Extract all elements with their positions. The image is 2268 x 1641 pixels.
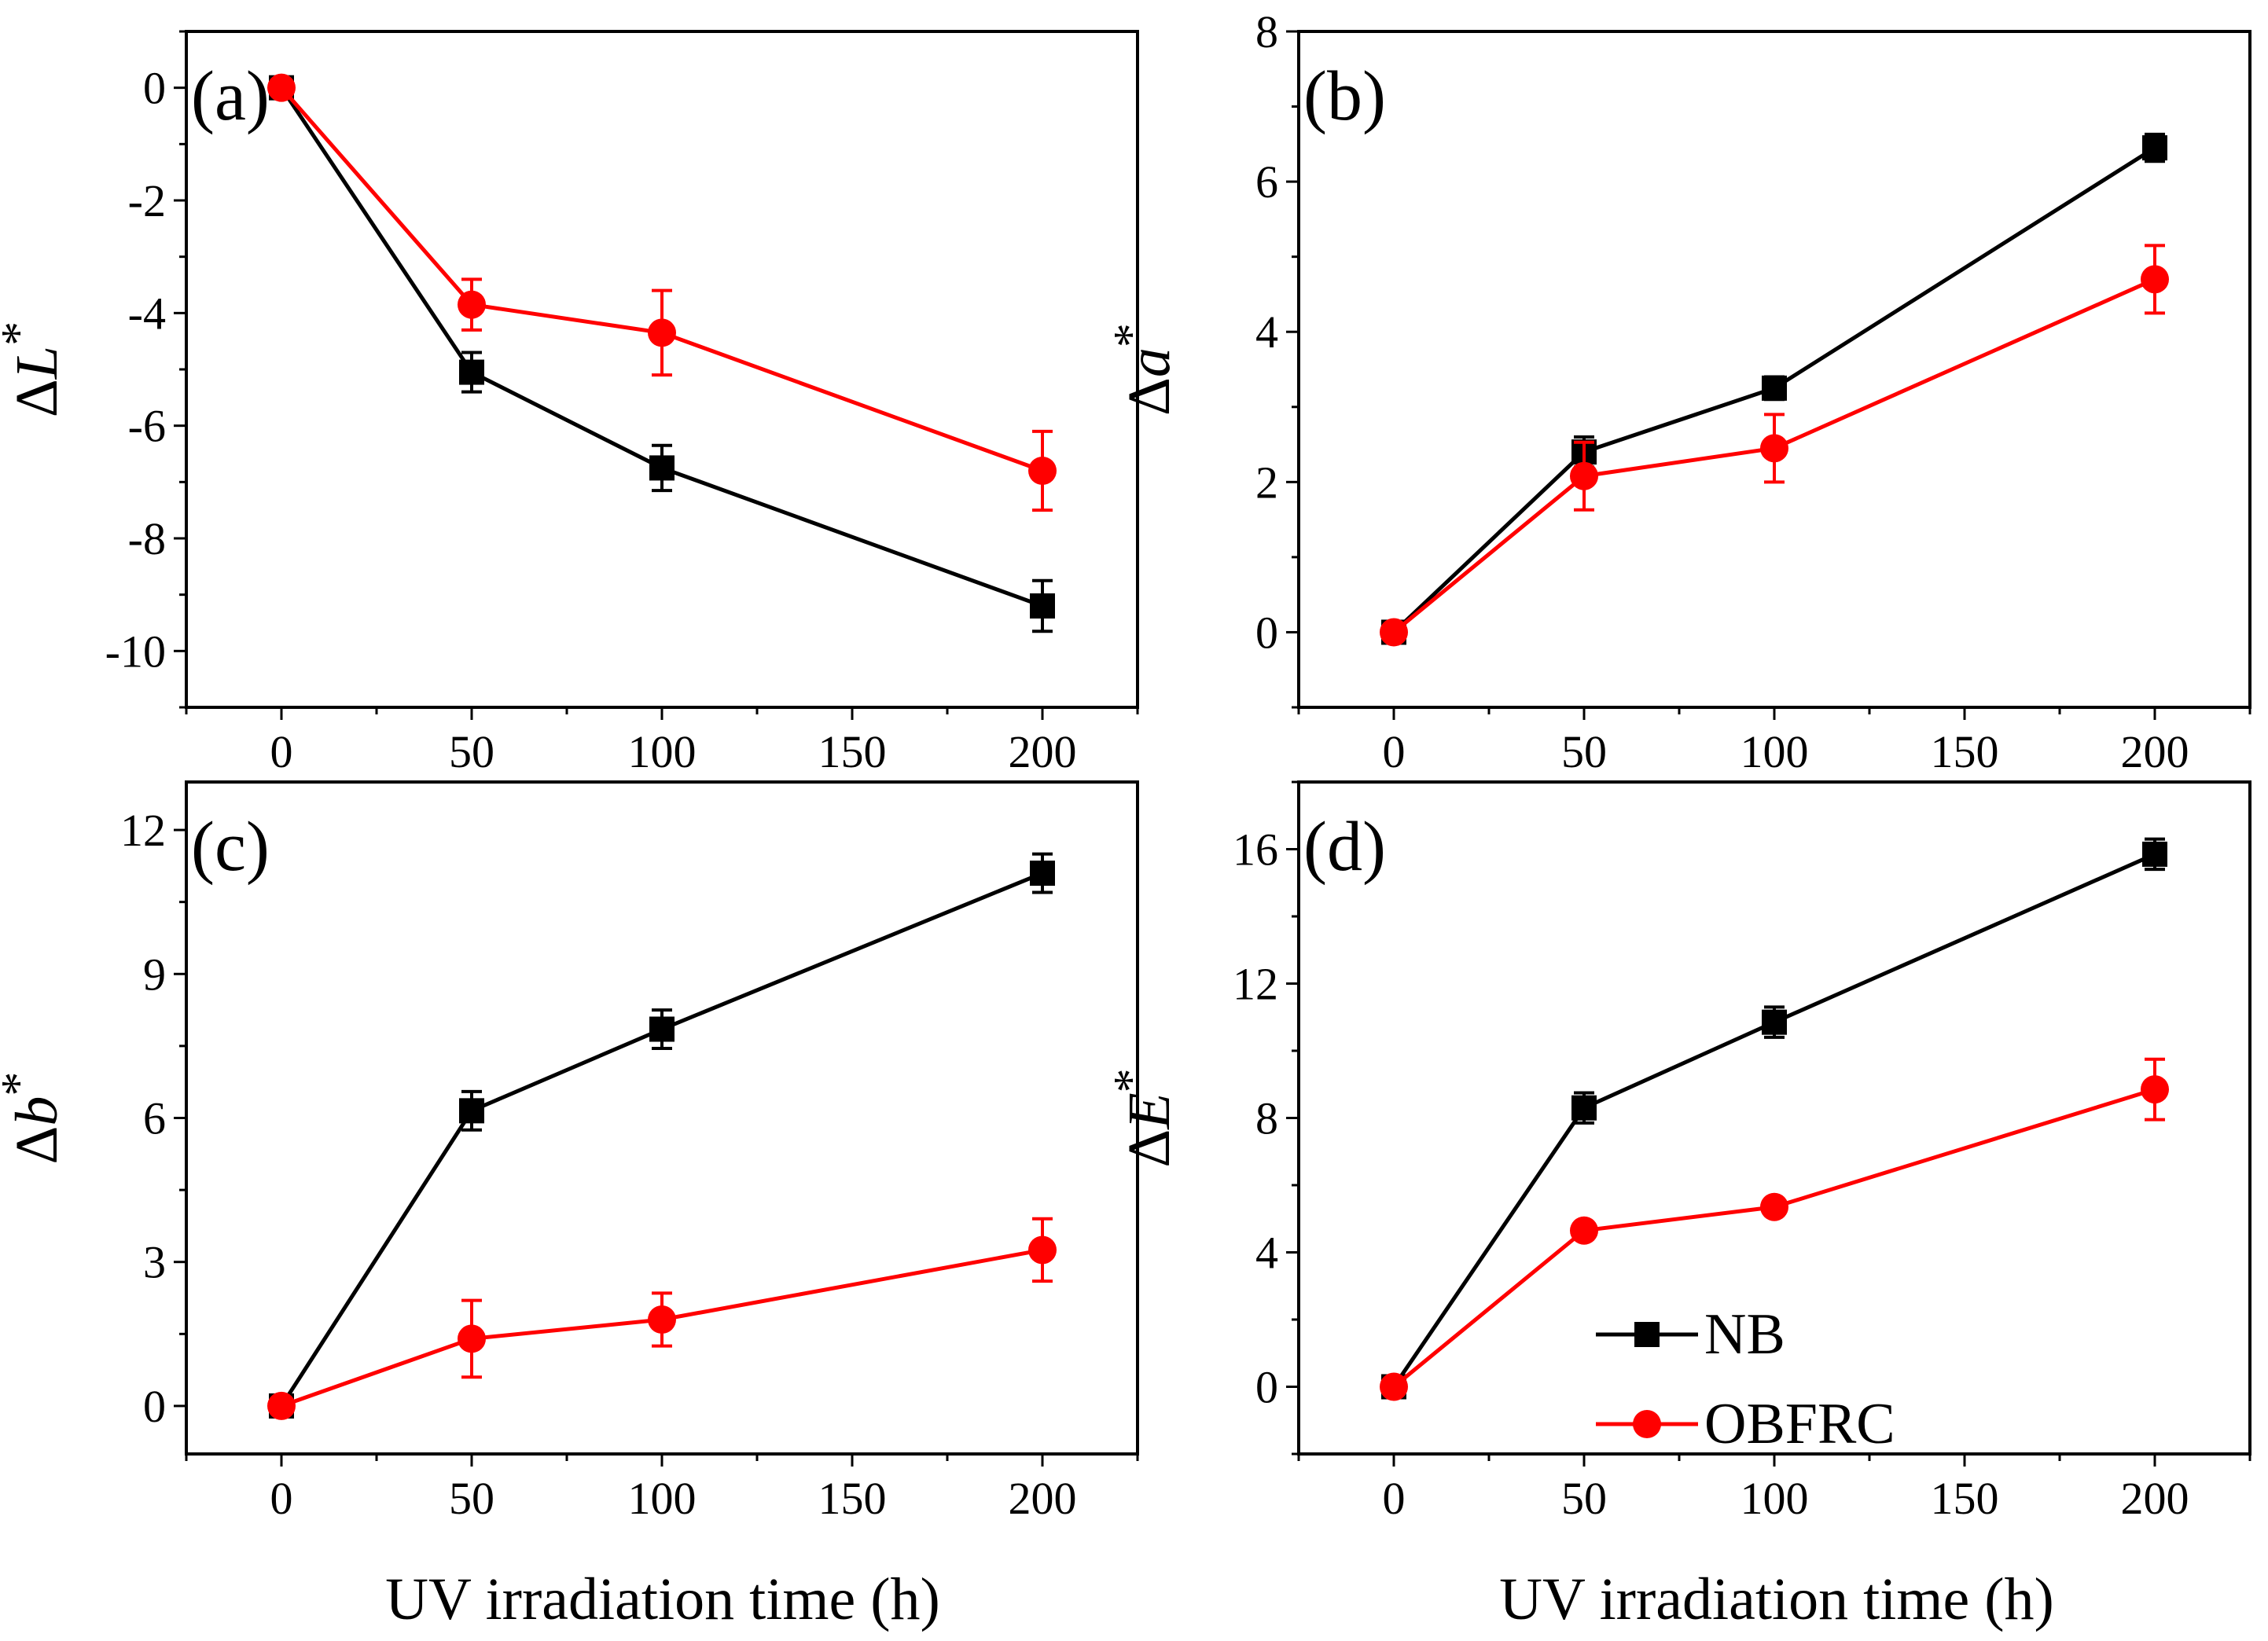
chart-c-xtick-label: 50 [449,1473,494,1524]
chart-a-series-nb-point [649,455,675,481]
chart-d-series-obfrc-point [1380,1372,1408,1401]
chart-b-ytick-label: 8 [1255,6,1278,57]
chart-a-series-nb-point [459,359,484,385]
chart-c-ytick-label: 6 [143,1093,166,1144]
chart-c-series-obfrc-point [458,1324,486,1353]
chart-c-panel-label: (c) [191,808,270,886]
chart-a-series-obfrc-point [458,290,486,319]
chart-d-series-nb-point [2142,841,2167,867]
chart-b-panel-label: (b) [1303,57,1386,135]
chart-d-xtick-label: 50 [1561,1473,1607,1524]
chart-d-series-nb-line [1391,852,2156,1388]
chart-d-series-obfrc-point [1760,1192,1788,1221]
chart-a-series-obfrc-point [648,318,676,347]
chart-a-ytick-label: -6 [128,401,166,452]
chart-c-frame [185,780,1139,1456]
chart-c-xtick-label: 100 [628,1473,697,1524]
chart-a-panel-label: (a) [191,57,270,135]
chart-c-ytick-label: 12 [120,805,166,856]
chart-d-ytick-label: 0 [1255,1362,1278,1413]
chart-b-series-obfrc-point [1760,434,1788,463]
chart-a-y-axis-title: ΔL* [0,321,70,417]
legend: NB OBFRC [1596,1302,1895,1456]
chart-d-series-nb-point [1571,1095,1597,1121]
chart-a-series-obfrc-point [267,73,296,102]
chart-a-series-nb-line [279,86,1043,608]
chart-d-ytick-label: 12 [1233,959,1278,1010]
legend-label-obfrc: OBFRC [1704,1392,1895,1456]
chart-b-series-nb-point [2142,135,2167,161]
chart-d-ytick-label: 8 [1255,1093,1278,1144]
chart-b-ytick-label: 0 [1255,607,1278,658]
chart-d-series-obfrc-line [1392,1087,2156,1389]
chart-c-series-obfrc-point [1028,1235,1057,1265]
chart-b-series-obfrc-line [1392,277,2156,634]
chart-b-xtick-label: 150 [1931,726,1999,777]
chart-c-y-axis-title: Δb* [0,1072,70,1165]
chart-b-y-axis-title: Δa* [1105,323,1182,416]
chart-a-ytick-label: -8 [128,513,166,564]
panel-a: 0 50 100 150 200 0 -2 -4 -6 -8 -10 (a) ΔL* [0,30,1139,777]
panel-c: 0 50 100 150 200 0 3 6 9 12 (c) Δb* [0,780,1139,1524]
legend-label-nb: NB [1704,1302,1785,1367]
chart-c-xtick-label: 150 [818,1473,887,1524]
chart-d-ytick-label: 16 [1233,824,1278,876]
chart-c-ytick-label: 0 [143,1381,166,1432]
chart-c-series-nb-point [649,1016,675,1042]
chart-d-ytick-label: 4 [1255,1228,1278,1279]
chart-a-xtick-label: 50 [449,726,494,777]
chart-c-ytick-label: 9 [143,949,166,1000]
legend-marker-obfrc [1633,1410,1661,1438]
x-axis-title-left: UV irradiation time (h) [385,1566,940,1632]
chart-a-xtick-label: 150 [818,726,887,777]
chart-c-xtick-label: 0 [270,1473,293,1524]
chart-b-ytick-label: 4 [1255,307,1278,358]
chart-b-series-obfrc-point [1380,618,1408,647]
chart-b-series-nb-point [1762,375,1787,401]
chart-a-ytick-label: -2 [128,175,166,226]
chart-d-series-nb-point [1762,1009,1787,1035]
chart-b-series-nb-line [1392,145,2156,634]
chart-c-series-obfrc-point [267,1391,296,1420]
chart-a-series-nb-point [1030,593,1055,619]
chart-c-series-nb-point [459,1098,484,1124]
x-axis-title-right: UV irradiation time (h) [1499,1566,2054,1632]
chart-d-panel-label: (d) [1303,808,1386,886]
chart-b-xtick-label: 50 [1561,726,1607,777]
chart-c-series-nb-line [279,871,1043,1408]
chart-c-series-nb-point [1030,861,1055,887]
chart-d-xtick-label: 0 [1383,1473,1406,1524]
panel-b: 0 50 100 150 200 0 2 4 6 8 (b) Δa* [1105,6,2251,777]
chart-b-xtick-label: 200 [2121,726,2189,777]
chart-a-series-obfrc-line [280,86,1043,473]
chart-b-series-obfrc-point [1570,461,1598,490]
chart-b-series-obfrc-point [2141,265,2169,294]
chart-d-y-axis-title: ΔE* [1105,1068,1182,1167]
chart-d-series-obfrc-point [2141,1075,2169,1104]
chart-a-series-obfrc-point [1028,457,1057,485]
chart-b-xtick-label: 0 [1383,726,1406,777]
panel-d: 0 50 100 150 200 0 4 8 12 16 (d) ΔE* [1105,780,2251,1524]
chart-d-xtick-label: 150 [1931,1473,1999,1524]
chart-c-series-obfrc-line [281,1247,1043,1408]
chart-a-xtick-label: 200 [1009,726,1077,777]
chart-d-series-obfrc-point [1570,1216,1598,1245]
chart-a-ytick-label: -10 [105,626,166,677]
chart-d-xtick-label: 200 [2121,1473,2189,1524]
chart-a-xtick-label: 0 [270,726,293,777]
chart-b-ytick-label: 2 [1255,457,1278,508]
legend-marker-nb [1634,1322,1660,1347]
chart-a-xtick-label: 100 [628,726,697,777]
chart-d-xtick-label: 100 [1741,1473,1809,1524]
chart-c-xtick-label: 200 [1009,1473,1077,1524]
chart-a-ytick-label: 0 [143,63,166,114]
chart-c-ytick-label: 3 [143,1237,166,1288]
chart-b-ytick-label: 6 [1255,156,1278,207]
chart-c-series-obfrc-point [648,1305,676,1334]
chart-b-xtick-label: 100 [1741,726,1809,777]
chart-a-ytick-label: -4 [128,288,166,339]
chart-b-frame [1297,30,2251,709]
